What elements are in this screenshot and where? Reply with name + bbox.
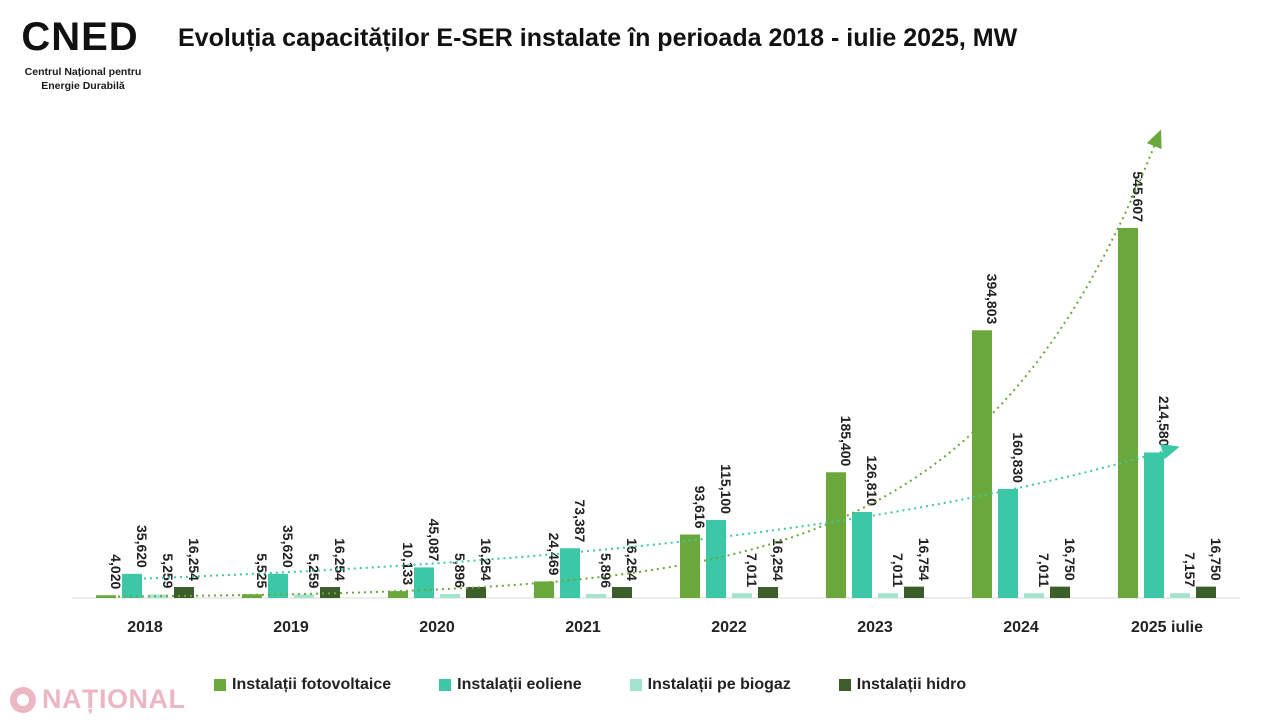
- data-label-hidro-2025-iulie: 16,750: [1208, 538, 1224, 581]
- chart-title: Evoluția capacităților E-SER instalate î…: [178, 24, 1018, 52]
- bar-eoliene-2025-iulie: [1144, 452, 1164, 598]
- x-tick-label-2024: 2024: [1003, 619, 1039, 636]
- watermark: NAȚIONAL: [8, 684, 185, 715]
- bar-eoliene-2023: [852, 512, 872, 598]
- trendline-fotovoltaice: [105, 129, 1162, 598]
- data-label-fotovoltaice-2018: 4,020: [108, 554, 124, 589]
- bar-biogaz-2023: [878, 593, 898, 598]
- legend-swatch-eoliene: [439, 679, 452, 691]
- bar-eoliene-2020: [414, 567, 434, 598]
- data-label-eoliene-2020: 45,087: [426, 519, 442, 562]
- data-label-fotovoltaice-2023: 185,400: [838, 416, 854, 467]
- bar-hidro-2025-iulie: [1196, 586, 1216, 598]
- legend-item-biogaz: Instalații pe biogaz: [629, 676, 791, 694]
- data-label-eoliene-2021: 73,387: [572, 499, 588, 542]
- bar-hidro-2019: [320, 586, 340, 598]
- data-label-biogaz-2019: 5,259: [306, 553, 322, 588]
- bar-biogaz-2021: [586, 594, 606, 598]
- legend-item-eoliene: Instalații eoliene: [439, 676, 582, 694]
- data-label-fotovoltaice-2025-iulie: 545,607: [1130, 171, 1146, 222]
- bar-hidro-2018: [174, 586, 194, 598]
- data-label-hidro-2021: 16,254: [624, 538, 640, 581]
- bar-fotovoltaice-2019: [242, 594, 262, 598]
- data-label-fotovoltaice-2019: 5,525: [254, 553, 270, 588]
- bar-fotovoltaice-2023: [826, 472, 846, 598]
- cned-logo-icon: CNED: [21, 15, 138, 59]
- bar-eoliene-2024: [998, 488, 1018, 598]
- bar-fotovoltaice-2020: [388, 591, 408, 598]
- data-label-fotovoltaice-2021: 24,469: [546, 533, 562, 576]
- bar-biogaz-2025-iulie: [1170, 593, 1190, 598]
- bar-fotovoltaice-2022: [680, 534, 700, 598]
- logo-subtitle-line2: Energie Durabilă: [41, 80, 125, 92]
- bar-eoliene-2021: [560, 548, 580, 598]
- bar-hidro-2021: [612, 586, 632, 598]
- data-label-hidro-2023: 16,754: [916, 538, 932, 581]
- bar-biogaz-2018: [148, 594, 168, 598]
- cned-logo: CNED Centrul Național pentru Energie Dur…: [18, 14, 148, 93]
- x-tick-label-2018: 2018: [127, 619, 163, 636]
- bar-eoliene-2018: [122, 573, 142, 598]
- legend-label-fotovoltaice: Instalații fotovoltaice: [232, 676, 392, 693]
- bar-hidro-2024: [1050, 586, 1070, 598]
- data-label-biogaz-2021: 5,896: [598, 553, 614, 588]
- legend-item-fotovoltaice: Instalații fotovoltaice: [214, 676, 391, 694]
- bar-fotovoltaice-2018: [96, 595, 116, 598]
- data-label-fotovoltaice-2022: 93,616: [692, 486, 708, 529]
- data-label-fotovoltaice-2020: 10,133: [400, 542, 416, 585]
- data-label-eoliene-2018: 35,620: [134, 525, 150, 568]
- data-label-biogaz-2022: 7,011: [744, 553, 760, 587]
- data-label-biogaz-2023: 7,011: [890, 553, 906, 587]
- data-label-eoliene-2024: 160,830: [1010, 432, 1026, 483]
- data-label-hidro-2019: 16,254: [332, 538, 348, 581]
- bar-fotovoltaice-2021: [534, 581, 554, 598]
- data-label-hidro-2024: 16,750: [1062, 538, 1078, 581]
- x-tick-label-2022: 2022: [711, 619, 747, 636]
- legend-label-eoliene: Instalații eoliene: [457, 676, 582, 693]
- bar-eoliene-2019: [268, 573, 288, 598]
- bar-hidro-2023: [904, 586, 924, 598]
- x-tick-label-2020: 2020: [419, 619, 455, 636]
- data-label-eoliene-2022: 115,100: [718, 464, 734, 514]
- legend-label-biogaz: Instalații pe biogaz: [647, 676, 791, 693]
- bar-biogaz-2020: [440, 594, 460, 598]
- x-tick-label-2021: 2021: [565, 619, 601, 636]
- bar-hidro-2022: [758, 586, 778, 598]
- logo-subtitle-line1: Centrul Național pentru: [24, 66, 142, 78]
- x-tick-label-2023: 2023: [857, 619, 893, 636]
- data-label-hidro-2018: 16,254: [186, 538, 202, 581]
- chart-legend: Instalații fotovoltaice Instalații eolie…: [214, 676, 1014, 694]
- watermark-logo-icon: [10, 686, 36, 713]
- legend-item-hidro: Instalații hidro: [838, 676, 967, 694]
- data-label-biogaz-2020: 5,896: [452, 553, 468, 588]
- legend-swatch-biogaz: [629, 679, 642, 691]
- legend-swatch-hidro: [838, 679, 851, 691]
- data-label-biogaz-2024: 7,011: [1036, 553, 1052, 587]
- bar-fotovoltaice-2024: [972, 330, 992, 598]
- logo-subtitle: Centrul Național pentru Energie Durabilă: [18, 65, 148, 93]
- watermark-text: NAȚIONAL: [42, 684, 186, 714]
- bar-biogaz-2019: [294, 594, 314, 598]
- data-label-biogaz-2018: 5,259: [160, 553, 176, 588]
- data-label-eoliene-2025-iulie: 214,580: [1156, 396, 1172, 447]
- legend-label-hidro: Instalații hidro: [856, 676, 967, 693]
- data-label-hidro-2022: 16,254: [770, 538, 786, 581]
- bar-hidro-2020: [466, 586, 486, 598]
- x-tick-label-2025-iulie: 2025 iulie: [1131, 619, 1203, 636]
- bar-fotovoltaice-2025-iulie: [1118, 228, 1138, 598]
- bar-biogaz-2024: [1024, 593, 1044, 598]
- data-label-biogaz-2025-iulie: 7,157: [1182, 552, 1198, 587]
- x-tick-label-2019: 2019: [273, 619, 309, 636]
- bar-biogaz-2022: [732, 593, 752, 598]
- data-label-eoliene-2019: 35,620: [280, 525, 296, 568]
- logo-text: CNED: [21, 15, 138, 58]
- legend-swatch-fotovoltaice: [214, 679, 226, 691]
- data-label-fotovoltaice-2024: 394,803: [984, 274, 1000, 325]
- data-label-eoliene-2023: 126,810: [864, 455, 880, 506]
